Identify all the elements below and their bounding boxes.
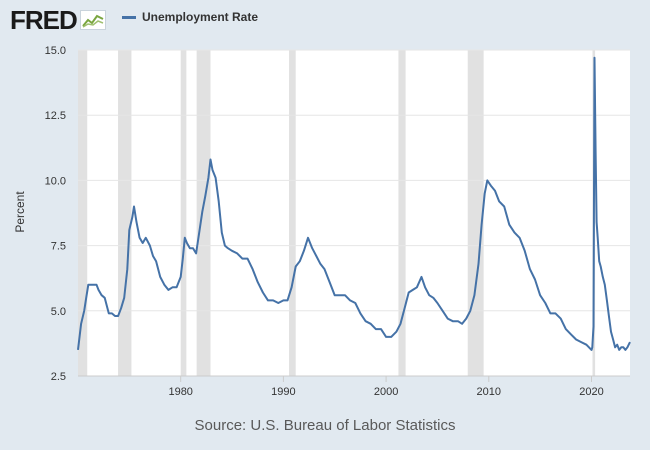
y-tick-label: 10.0 (45, 175, 66, 187)
recession-band (78, 50, 88, 376)
recession-band (118, 50, 132, 376)
fred-logo-graph-icon (79, 10, 106, 30)
recession-band (289, 50, 296, 376)
y-tick-label: 12.5 (45, 110, 66, 122)
y-tick-label: 15.0 (45, 45, 66, 57)
fred-logo-text: FRED (10, 4, 78, 35)
series-line-unemployment-rate (77, 56, 631, 351)
x-tick-label: 1990 (271, 386, 295, 398)
legend-label: Unemployment Rate (142, 10, 259, 24)
recession-band (467, 50, 484, 376)
recession-band (196, 50, 211, 376)
x-tick-label: 2020 (579, 386, 603, 398)
y-axis-label: Percent (13, 191, 27, 233)
fred-logo[interactable]: FRED (10, 5, 106, 35)
y-tick-label: 5.0 (51, 306, 66, 318)
plot-area (78, 50, 630, 376)
source-note: Source: U.S. Bureau of Labor Statistics (194, 417, 456, 434)
x-tick-label: 2010 (477, 386, 501, 398)
legend-swatch (122, 15, 136, 19)
chart-legend: Unemployment Rate (122, 10, 258, 24)
x-tick-label: 1980 (168, 386, 192, 398)
recession-band (180, 50, 187, 376)
x-tick-label: 2000 (374, 386, 398, 398)
y-tick-label: 7.5 (51, 241, 66, 253)
recession-band (398, 50, 406, 376)
y-tick-label: 2.5 (51, 371, 66, 383)
